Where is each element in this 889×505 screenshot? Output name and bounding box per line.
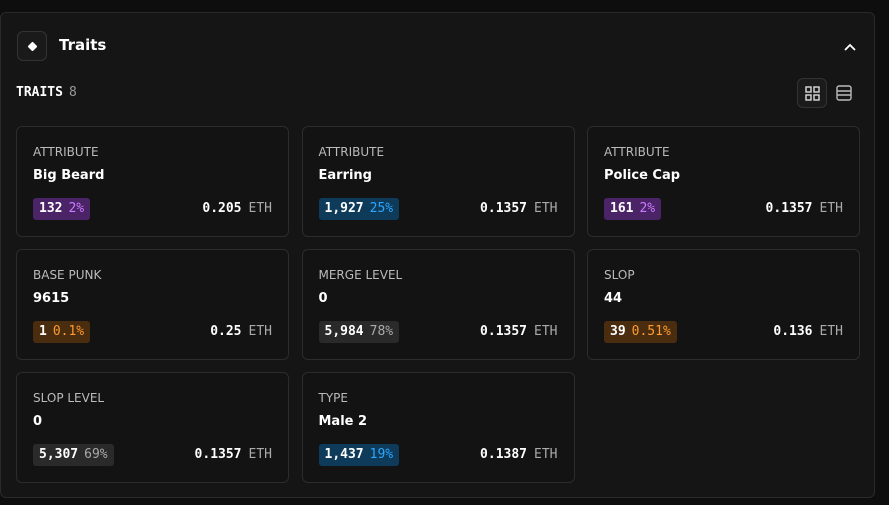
trait-value: Big Beard [33, 168, 105, 183]
trait-type: SLOP [604, 268, 635, 282]
rarity-badge: 1 0.1% [33, 321, 91, 343]
trait-type: ATTRIBUTE [318, 145, 385, 159]
price-unit: ETH [534, 324, 558, 339]
panel-title: Traits [59, 36, 107, 54]
price-value: 0.1357 [194, 447, 242, 462]
trait-percent: 19% [369, 447, 394, 462]
trait-type: BASE PUNK [33, 268, 102, 282]
trait-value: 9615 [33, 291, 70, 306]
grid-view-button[interactable] [797, 78, 827, 108]
trait-value: 0 [33, 414, 43, 429]
traits-panel: Traits TRAITS 8 ATTRIBUTE Big Beard 132 2% 0.… [0, 12, 875, 498]
floor-price: 0.1357 ETH [480, 198, 557, 220]
trait-card[interactable]: ATTRIBUTE Earring 1,927 25% 0.1357 ETH [301, 126, 575, 237]
trait-percent: 0.51% [631, 324, 671, 339]
floor-price: 0.136 ETH [773, 321, 843, 343]
trait-count: 1 [39, 324, 47, 339]
trait-count: 132 [39, 201, 63, 216]
price-unit: ETH [248, 201, 272, 216]
price-value: 0.205 [202, 201, 242, 216]
floor-price: 0.1357 ETH [766, 198, 843, 220]
trait-card[interactable]: SLOP 44 39 0.51% 0.136 ETH [587, 249, 860, 360]
trait-count: 39 [610, 324, 626, 339]
price-value: 0.25 [210, 324, 242, 339]
price-unit: ETH [534, 447, 558, 462]
price-value: 0.136 [773, 324, 813, 339]
collapse-button[interactable] [844, 42, 856, 52]
trait-card[interactable]: ATTRIBUTE Big Beard 132 2% 0.205 ETH [16, 126, 289, 237]
price-value: 0.1387 [480, 447, 528, 462]
price-unit: ETH [819, 201, 843, 216]
trait-type: ATTRIBUTE [604, 145, 670, 159]
rarity-badge: 161 2% [604, 198, 662, 220]
price-unit: ETH [248, 447, 272, 462]
rarity-badge: 1,927 25% [318, 198, 400, 220]
trait-type: TYPE [318, 391, 348, 405]
trait-percent: 0.1% [52, 324, 85, 339]
traits-summary: TRAITS 8 [16, 85, 77, 100]
price-value: 0.1357 [765, 201, 813, 216]
rarity-badge: 1,437 19% [318, 444, 400, 466]
trait-type: ATTRIBUTE [33, 145, 99, 159]
trait-type: SLOP LEVEL [33, 391, 105, 405]
trait-count: 161 [610, 201, 634, 216]
trait-card[interactable]: MERGE LEVEL 0 5,984 78% 0.1357 ETH [301, 249, 575, 360]
floor-price: 0.205 ETH [202, 198, 272, 220]
floor-price: 0.1357 ETH [195, 444, 272, 466]
trait-value: Police Cap [604, 168, 681, 183]
price-unit: ETH [248, 324, 272, 339]
trait-count: 5,307 [39, 447, 79, 462]
summary-count: 8 [68, 85, 77, 100]
rarity-badge: 39 0.51% [604, 321, 677, 343]
trait-card[interactable]: ATTRIBUTE Police Cap 161 2% 0.1357 ETH [587, 126, 860, 237]
trait-count: 5,984 [324, 324, 364, 339]
price-value: 0.1357 [480, 201, 528, 216]
trait-percent: 69% [84, 447, 108, 462]
list-view-button[interactable] [829, 78, 859, 108]
trait-card[interactable]: BASE PUNK 9615 1 0.1% 0.25 ETH [16, 249, 289, 360]
trait-percent: 78% [369, 324, 394, 339]
trait-value: Earring [318, 168, 373, 183]
trait-type: MERGE LEVEL [318, 268, 403, 282]
rarity-badge: 5,307 69% [33, 444, 114, 466]
trait-count: 1,927 [324, 201, 364, 216]
trait-value: 44 [604, 291, 623, 306]
price-value: 0.1357 [480, 324, 528, 339]
trait-value: Male 2 [318, 414, 368, 429]
trait-card[interactable]: SLOP LEVEL 0 5,307 69% 0.1357 ETH [16, 372, 289, 483]
rarity-badge: 5,984 78% [318, 321, 400, 343]
traits-icon [17, 31, 47, 61]
trait-percent: 25% [369, 201, 394, 216]
trait-value: 0 [318, 291, 328, 306]
floor-price: 0.25 ETH [210, 321, 272, 343]
trait-percent: 2% [639, 201, 656, 216]
trait-card[interactable]: TYPE Male 2 1,437 19% 0.1387 ETH [301, 372, 575, 483]
price-unit: ETH [534, 201, 558, 216]
trait-count: 1,437 [324, 447, 364, 462]
rarity-badge: 132 2% [33, 198, 91, 220]
summary-label: TRAITS [16, 85, 63, 100]
trait-percent: 2% [68, 201, 85, 216]
floor-price: 0.1357 ETH [480, 321, 557, 343]
floor-price: 0.1387 ETH [480, 444, 557, 466]
price-unit: ETH [819, 324, 843, 339]
